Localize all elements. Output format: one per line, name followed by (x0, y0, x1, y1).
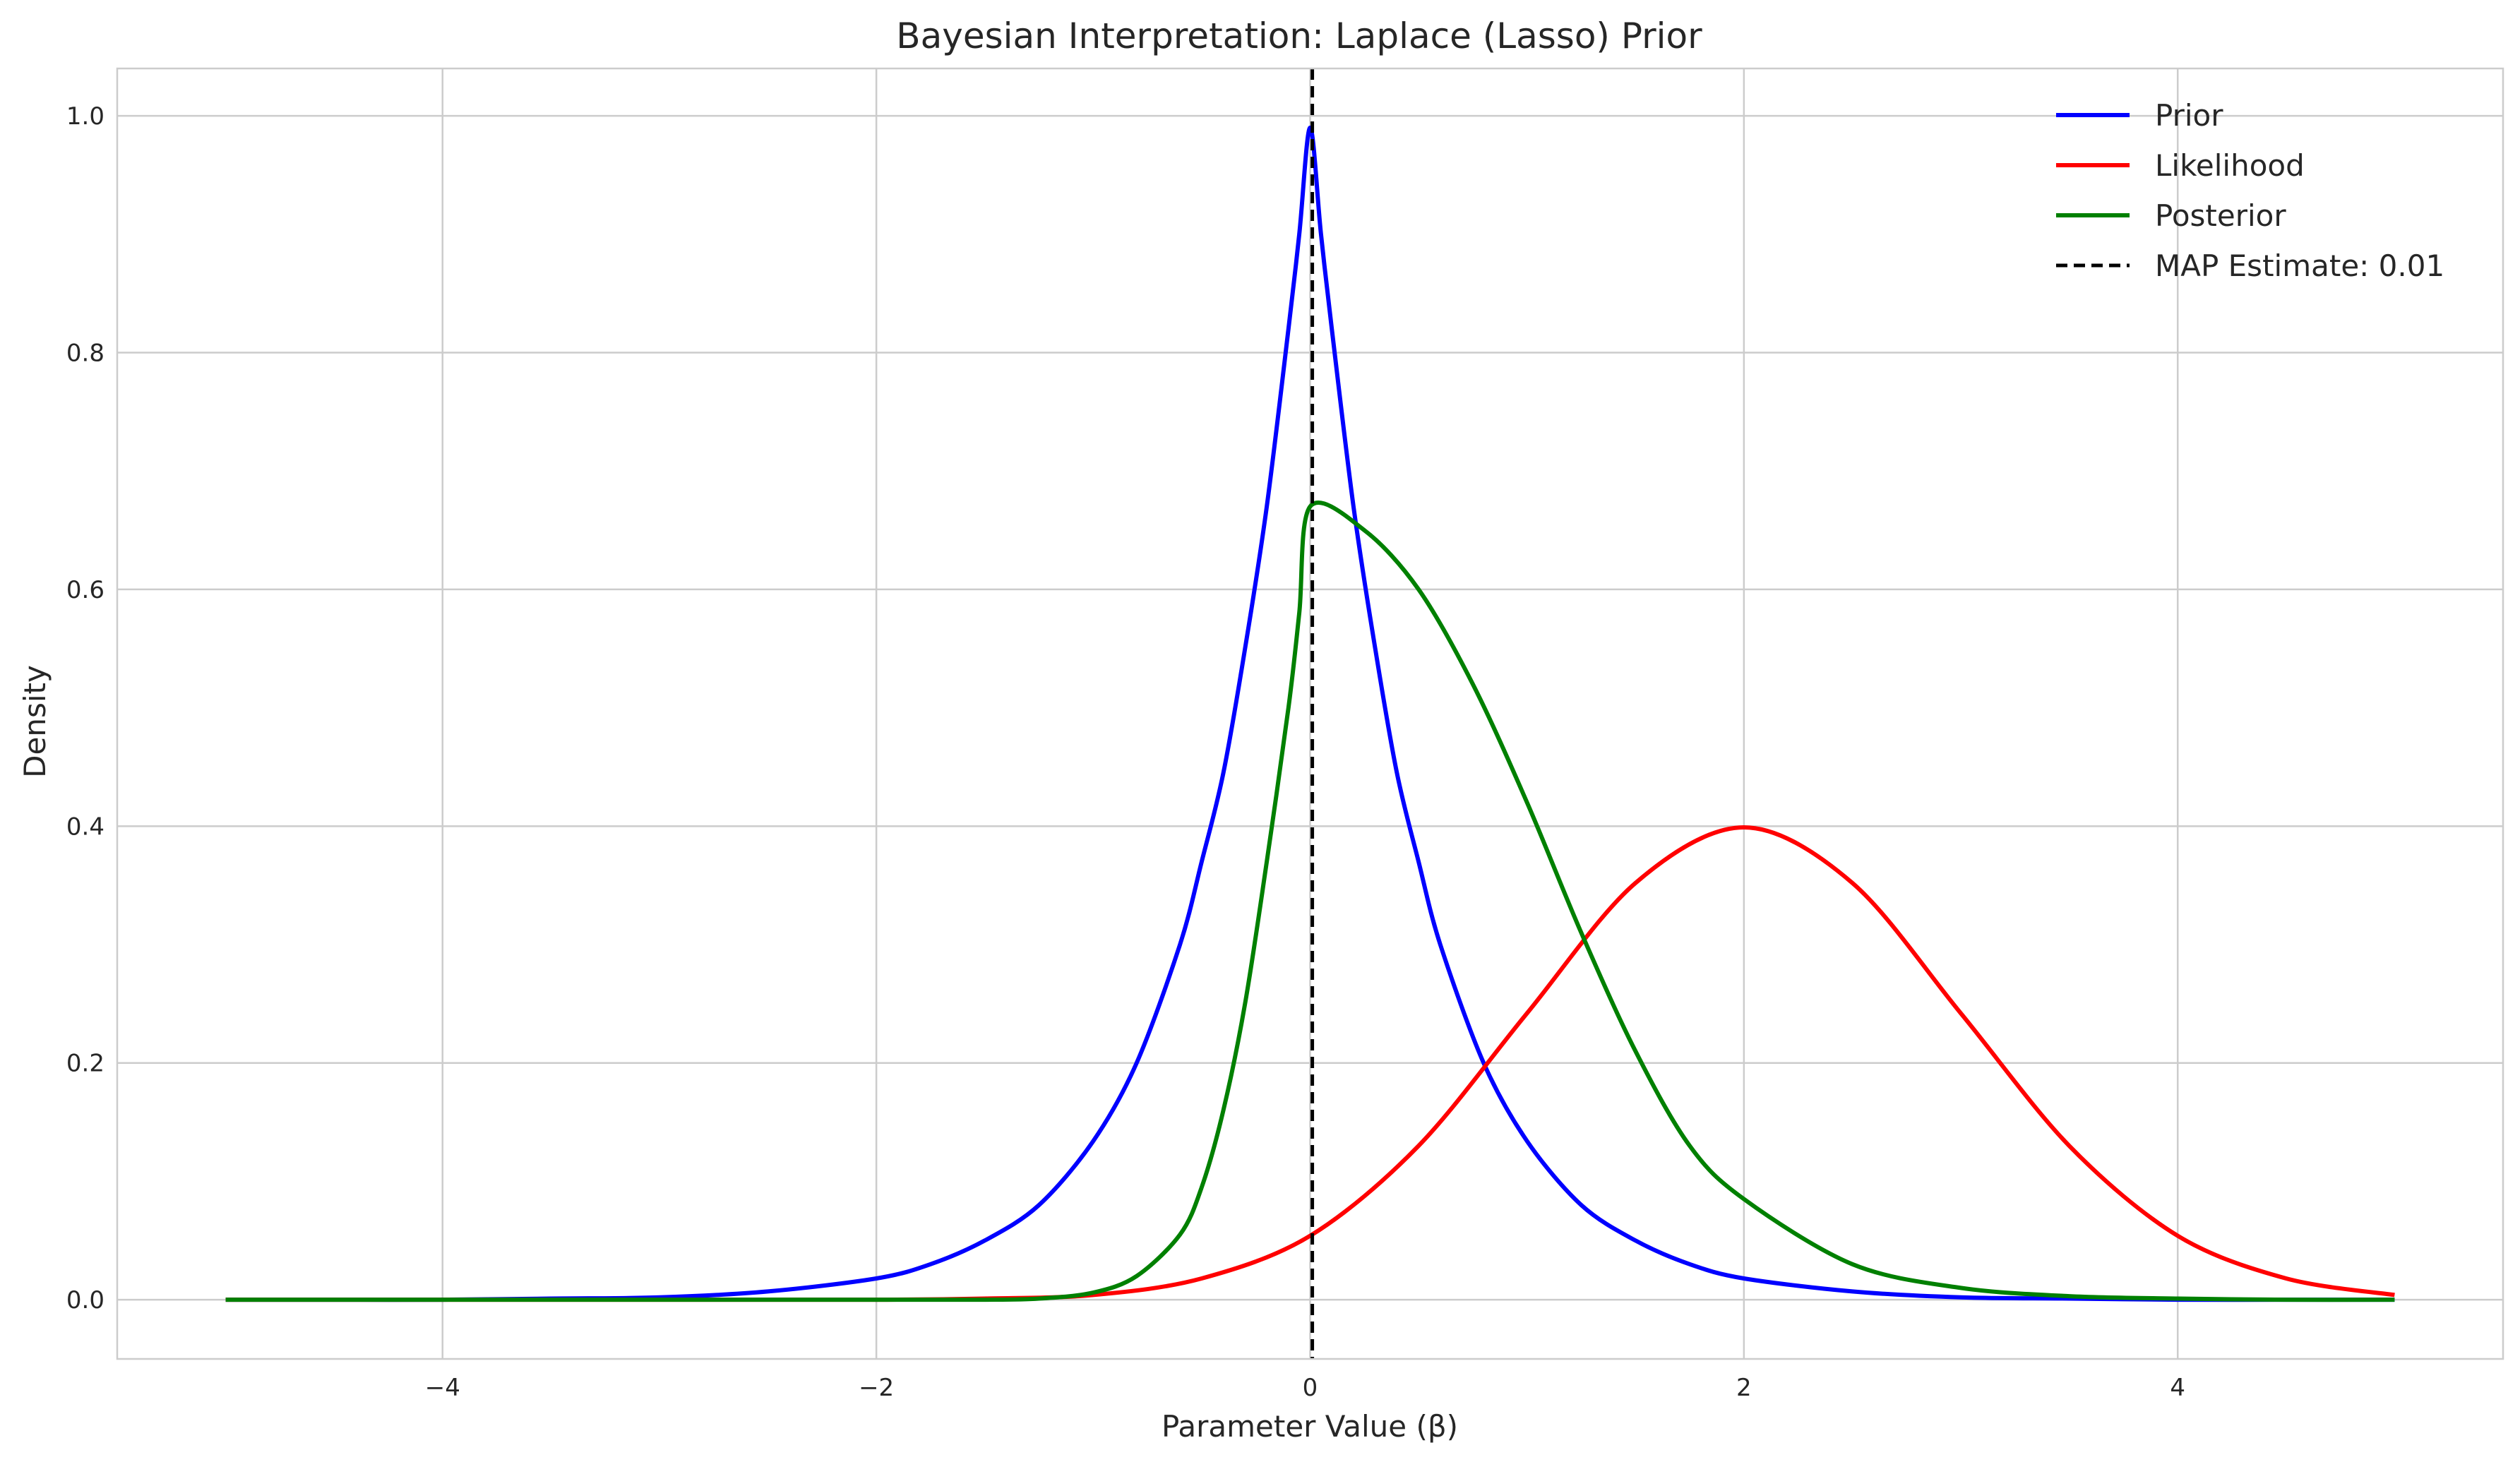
y-tick-label: 0.2 (66, 1050, 104, 1078)
legend-label-posterior: Posterior (2155, 198, 2286, 233)
chart-title: Bayesian Interpretation: Laplace (Lasso)… (896, 16, 1702, 56)
x-axis-label: Parameter Value (β) (1162, 1409, 1458, 1444)
y-tick-label: 0.4 (66, 813, 104, 841)
posterior-line (225, 501, 2395, 1302)
x-tick-label: −4 (425, 1374, 460, 1402)
y-axis-label: Density (18, 665, 52, 778)
y-tick-label: 0.0 (66, 1286, 104, 1314)
y-tick-label: 0.8 (66, 339, 104, 367)
prior-line (225, 125, 2395, 1302)
x-tick-label: 4 (2170, 1374, 2185, 1402)
legend-label-prior: Prior (2155, 98, 2223, 133)
plot-frame (116, 67, 2504, 1360)
grid-layer (117, 68, 2503, 1359)
legend-label-likelihood: Likelihood (2155, 148, 2305, 183)
x-tick-label: −2 (859, 1374, 894, 1402)
x-tick-label: 0 (1303, 1374, 1318, 1402)
legend: Prior Likelihood Posterior MAP Estimate: 0.… (2056, 98, 2444, 283)
series-layer (225, 68, 2395, 1359)
tick-layer: −4 −2 0 2 4 0.0 0.2 0.4 0.6 0.8 1.0 (66, 102, 2185, 1402)
y-tick-label: 0.6 (66, 576, 104, 604)
y-tick-label: 1.0 (66, 102, 104, 131)
x-tick-label: 2 (1736, 1374, 1752, 1402)
legend-label-map-estimate-0-01: MAP Estimate: 0.01 (2155, 248, 2444, 283)
